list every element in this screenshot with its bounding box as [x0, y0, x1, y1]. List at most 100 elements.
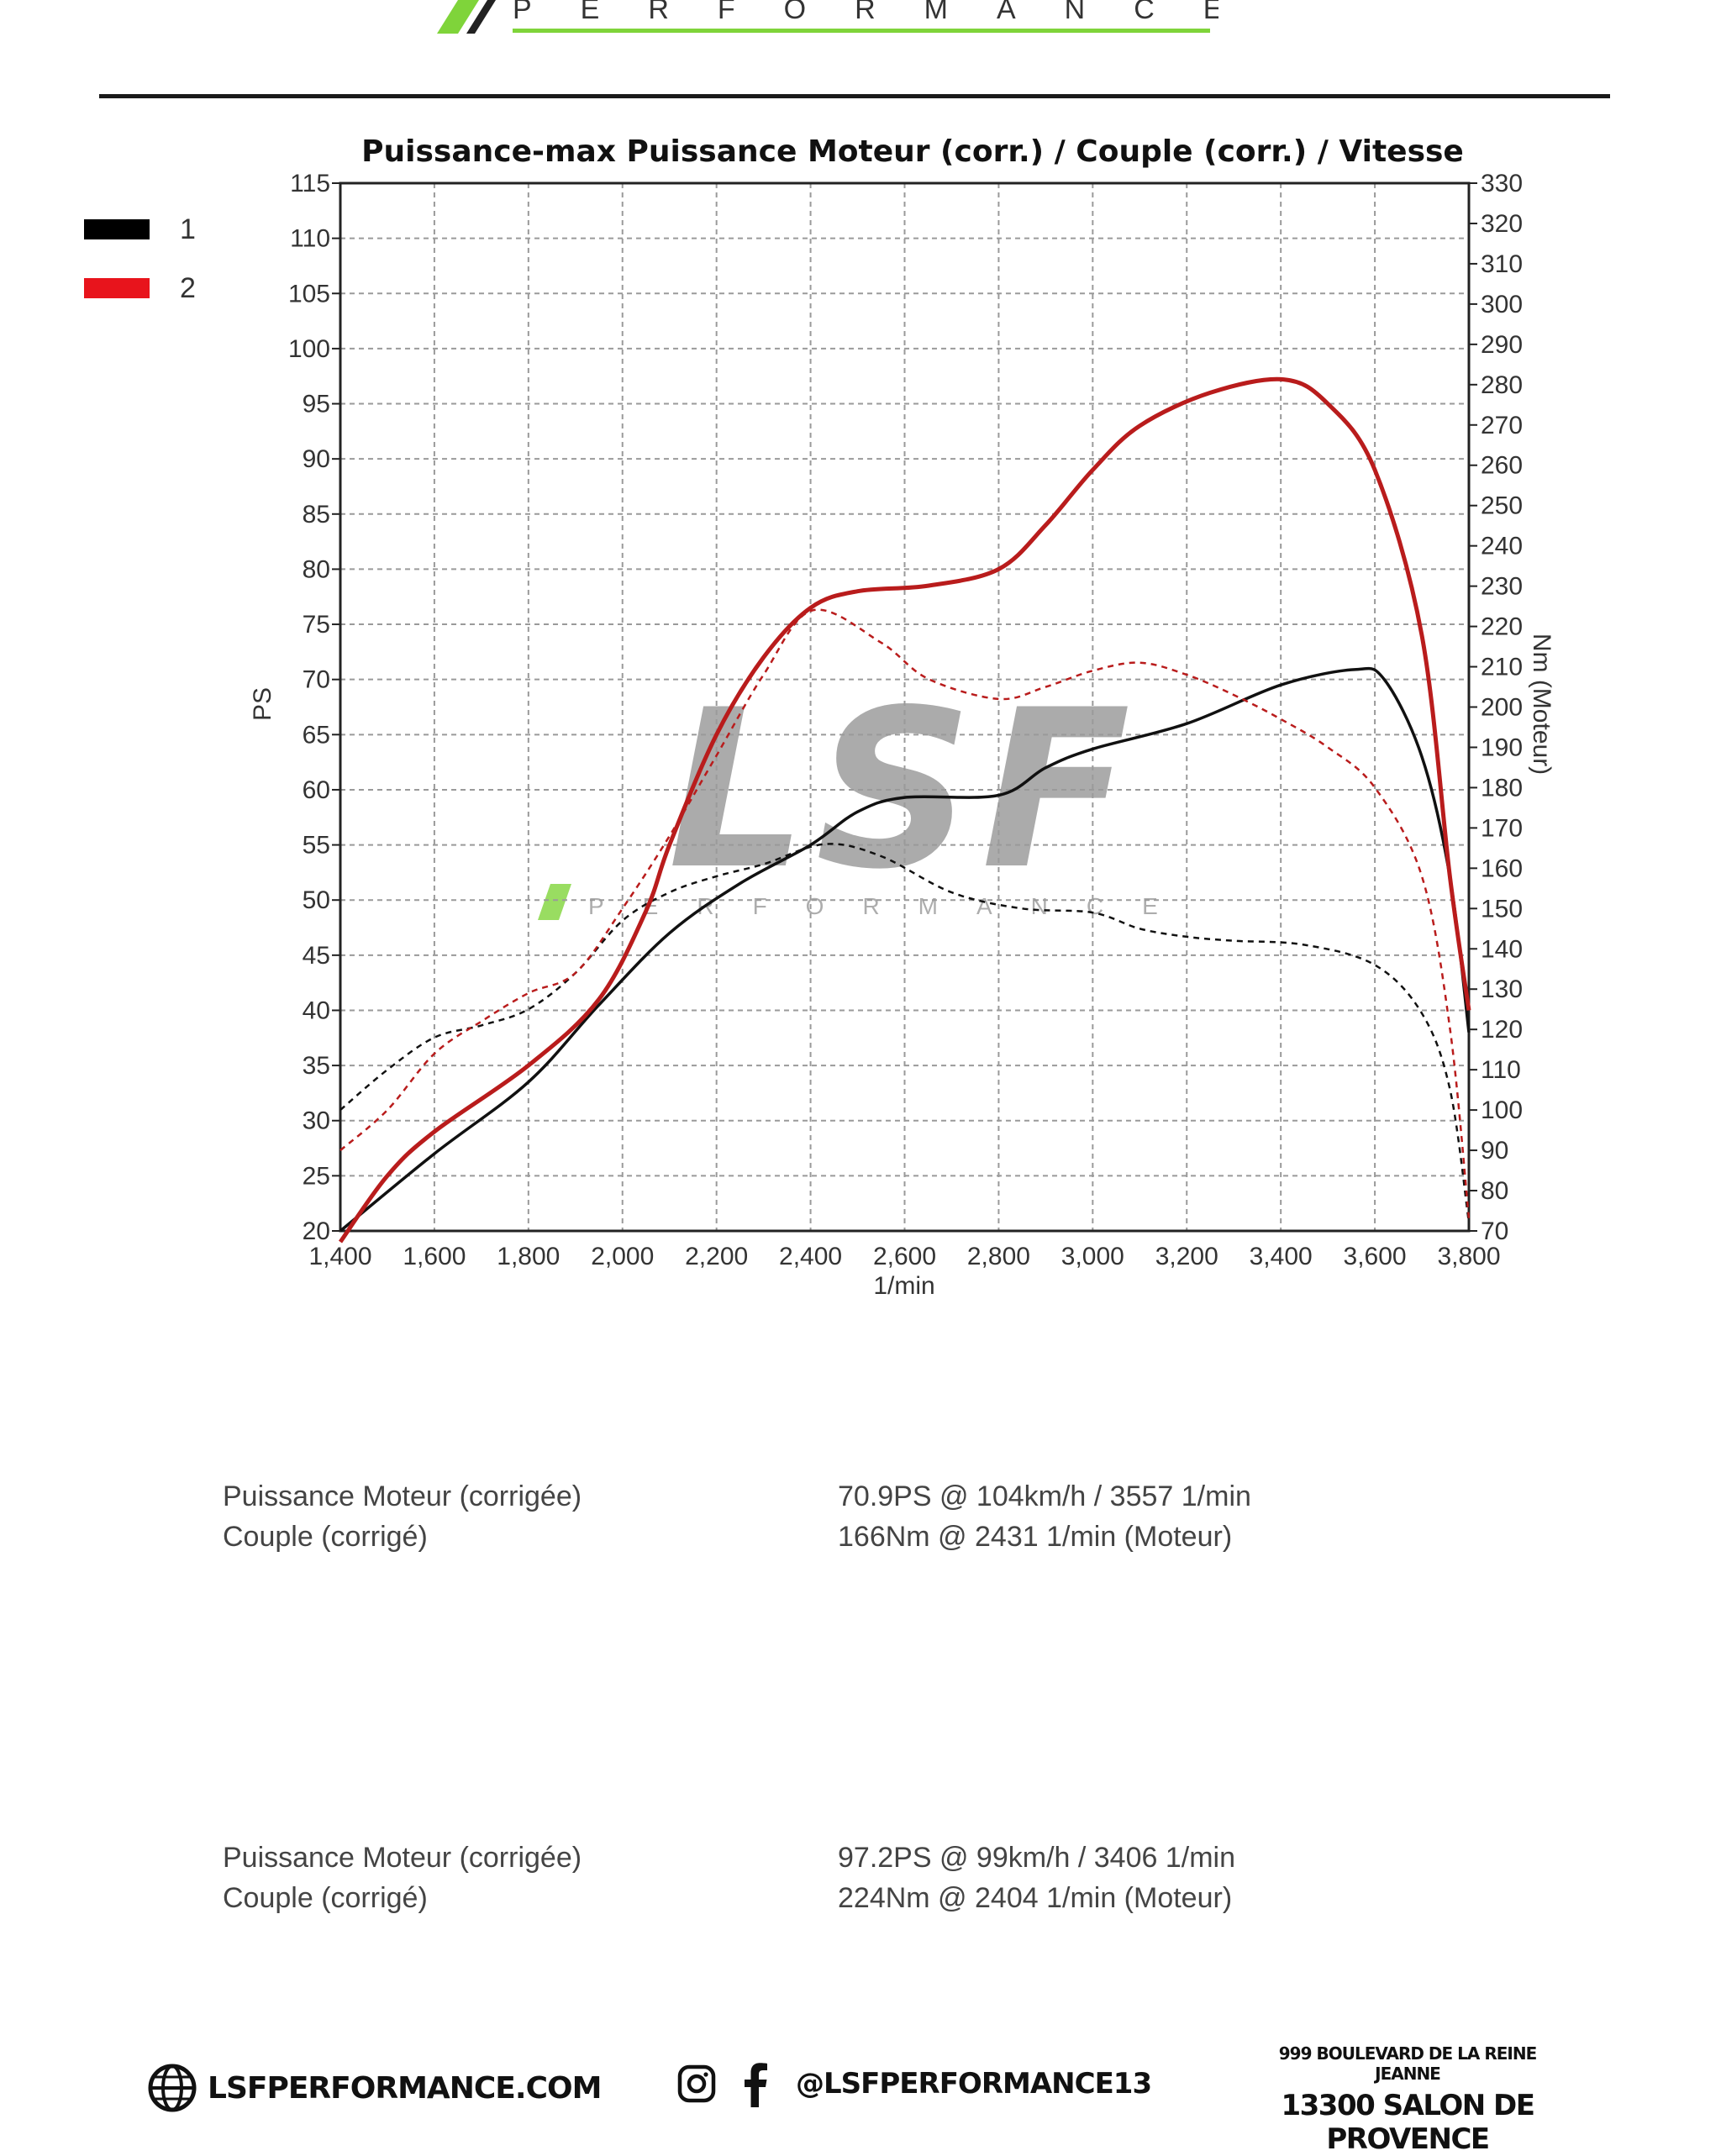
legend-label: 2	[180, 271, 196, 304]
watermark-mark	[538, 884, 571, 920]
tagline-underline	[513, 29, 1210, 33]
y-right-tick-label: 330	[1481, 170, 1523, 197]
watermark-logo: LSF	[668, 664, 1139, 918]
y-left-tick-label: 85	[303, 501, 330, 528]
website-link[interactable]: LSFPERFORMANCE.COM	[208, 2070, 602, 2106]
header-logo: PERFORMANCE	[437, 0, 1218, 34]
y-left-tick-label: 35	[303, 1052, 330, 1080]
y-right-tick-label: 120	[1481, 1016, 1523, 1044]
y-left-tick-label: 100	[288, 335, 330, 363]
y-left-tick-label: 50	[303, 886, 330, 914]
y-left-tick-label: 60	[303, 776, 330, 804]
y-left-tick-label: 40	[303, 996, 330, 1024]
y-right-tick-label: 300	[1481, 291, 1523, 318]
results-block-2: Puissance Moteur (corrigée) 97.2PS @ 99k…	[223, 1842, 1315, 1922]
y-left-tick-label: 105	[288, 280, 330, 308]
watermark: LSF PERFORMANCE	[538, 664, 1197, 920]
brand-tagline: PERFORMANCE	[513, 0, 1218, 25]
dyno-chart: Puissance-max Puissance Moteur (corr.) /…	[249, 134, 1555, 1300]
y-right-tick-label: 220	[1481, 613, 1523, 641]
y-right-tick-label: 310	[1481, 250, 1523, 278]
x-tick-label: 3,800	[1437, 1243, 1500, 1270]
y-left-tick-label: 110	[290, 225, 330, 253]
y-left-tick-label: 90	[303, 445, 330, 473]
y-left-tick-label: 75	[303, 611, 330, 639]
social-handle[interactable]: @LSFPERFORMANCE13	[796, 2067, 1152, 2101]
instagram-icon[interactable]	[676, 2064, 717, 2104]
x-tick-label: 3,200	[1155, 1243, 1218, 1270]
y-right-tick-label: 270	[1481, 412, 1523, 439]
x-axis-label: 1/min	[873, 1272, 934, 1300]
y-right-tick-label: 140	[1481, 935, 1523, 963]
chart-title: Puissance-max Puissance Moteur (corr.) /…	[361, 134, 1464, 169]
x-tick-label: 2,200	[685, 1243, 748, 1270]
footer-website[interactable]: LSFPERFORMANCE.COM	[147, 2063, 602, 2113]
legend-swatch-red	[84, 278, 150, 298]
legend-label: 1	[180, 213, 196, 245]
y-left-tick-label: 25	[303, 1162, 330, 1190]
series-line-2-torque	[339, 608, 1471, 1219]
y-right-tick-label: 190	[1481, 734, 1523, 761]
torque-label: Couple (corrigé)	[223, 1521, 428, 1553]
logo-mark	[437, 0, 479, 34]
y-left-tick-label: 45	[303, 942, 330, 970]
x-tick-label: 2,000	[591, 1243, 654, 1270]
power-label: Puissance Moteur (corrigée)	[223, 1842, 582, 1874]
y-axis-right-label: Nm (Moteur)	[1528, 634, 1555, 775]
y-right-tick-label: 210	[1481, 654, 1523, 681]
y-right-tick-label: 180	[1481, 774, 1523, 802]
y-right-tick-label: 260	[1481, 452, 1523, 480]
y-right-tick-label: 150	[1481, 895, 1523, 923]
legend-item: 1	[84, 200, 196, 259]
x-tick-label: 3,600	[1344, 1243, 1407, 1270]
y-axis-left-label: PS	[249, 687, 276, 721]
y-right-tick-label: 110	[1481, 1056, 1521, 1084]
y-left-tick-label: 65	[303, 721, 330, 749]
torque-value: 166Nm @ 2431 1/min (Moteur)	[838, 1521, 1233, 1553]
torque-label: Couple (corrigé)	[223, 1882, 428, 1914]
x-tick-label: 2,400	[779, 1243, 842, 1270]
power-label: Puissance Moteur (corrigée)	[223, 1480, 582, 1512]
facebook-icon[interactable]	[739, 2060, 772, 2107]
watermark-tagline: PERFORMANCE	[588, 893, 1197, 919]
y-right-tick-label: 130	[1481, 975, 1523, 1003]
y-right-tick-label: 240	[1481, 533, 1523, 560]
y-right-tick-label: 90	[1481, 1137, 1508, 1165]
y-left-tick-label: 95	[303, 391, 330, 418]
series-line-2-power	[338, 376, 1471, 1244]
y-right-tick-label: 100	[1481, 1096, 1523, 1124]
x-tick-label: 1,600	[403, 1243, 466, 1270]
globe-icon	[148, 2064, 197, 2112]
footer-social: @LSFPERFORMANCE13	[676, 2060, 1152, 2107]
header-divider	[99, 94, 1610, 98]
y-right-tick-label: 280	[1481, 371, 1523, 399]
legend: 1 2	[84, 200, 196, 318]
y-right-tick-label: 250	[1481, 492, 1523, 520]
footer-address: 999 BOULEVARD DE LA REINE JEANNE 13300 S…	[1252, 2043, 1563, 2156]
x-tick-label: 1,400	[308, 1243, 371, 1270]
address-line-2: 13300 SALON DE PROVENCE	[1281, 2089, 1535, 2156]
y-left-tick-label: 30	[303, 1107, 330, 1135]
series-line-1-torque	[339, 843, 1471, 1223]
torque-value: 224Nm @ 2404 1/min (Moteur)	[838, 1882, 1233, 1914]
y-left-tick-label: 115	[290, 170, 330, 197]
y-left-tick-label: 70	[303, 666, 330, 694]
y-left-tick-label: 55	[303, 832, 330, 860]
y-right-tick-label: 160	[1481, 855, 1523, 882]
x-tick-label: 3,000	[1061, 1243, 1124, 1270]
legend-item: 2	[84, 259, 196, 318]
y-right-tick-label: 290	[1481, 331, 1523, 359]
chart-series	[338, 376, 1471, 1244]
x-tick-label: 2,800	[967, 1243, 1030, 1270]
y-right-tick-label: 80	[1481, 1177, 1508, 1205]
y-right-tick-label: 170	[1481, 814, 1523, 842]
series-line-1-power	[339, 666, 1471, 1233]
y-right-tick-label: 230	[1481, 573, 1523, 601]
y-right-tick-label: 200	[1481, 694, 1523, 722]
y-left-tick-label: 80	[303, 555, 330, 583]
y-right-tick-label: 320	[1481, 210, 1523, 238]
address-line-1: 999 BOULEVARD DE LA REINE JEANNE	[1278, 2043, 1537, 2084]
x-tick-label: 1,800	[497, 1243, 560, 1270]
legend-swatch-black	[84, 219, 150, 239]
logo-mark-dark	[466, 0, 496, 34]
